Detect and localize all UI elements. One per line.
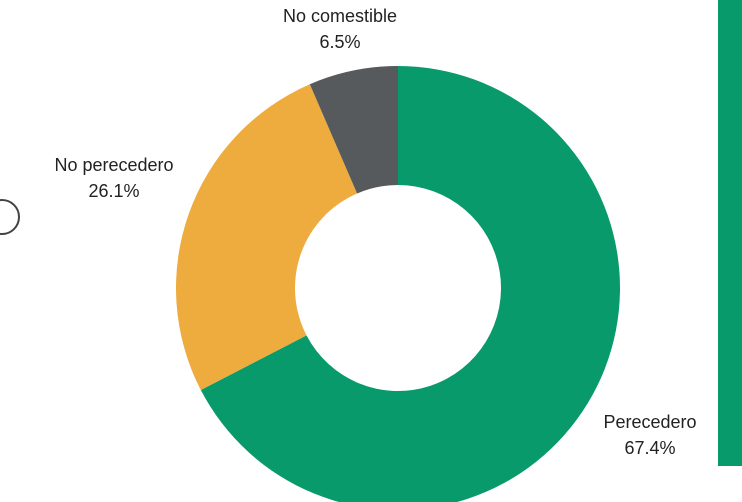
slice-no-perecedero [175,84,358,391]
slice-label-name: No perecedero [54,155,173,175]
slice-label-perecedero: Perecedero 67.4% [603,412,696,458]
slice-perecedero [200,66,620,502]
slice-no-comestible [309,66,398,194]
donut-chart: Perecedero 67.4% No perecedero 26.1% No come… [54,6,697,502]
slice-label-value: 67.4% [624,438,675,458]
slice-label-value: 6.5% [319,32,360,52]
side-accent-bar [718,0,742,466]
slice-label-name: No comestible [283,6,397,26]
chart-labels: Perecedero 67.4% No perecedero 26.1% No come… [54,6,696,458]
slice-label-name: Perecedero [603,412,696,432]
slice-label-value: 26.1% [88,181,139,201]
slice-label-no-perecedero: No perecedero 26.1% [54,155,173,201]
chart-slices [175,66,620,502]
slice-label-no-comestible: No comestible 6.5% [283,6,397,52]
